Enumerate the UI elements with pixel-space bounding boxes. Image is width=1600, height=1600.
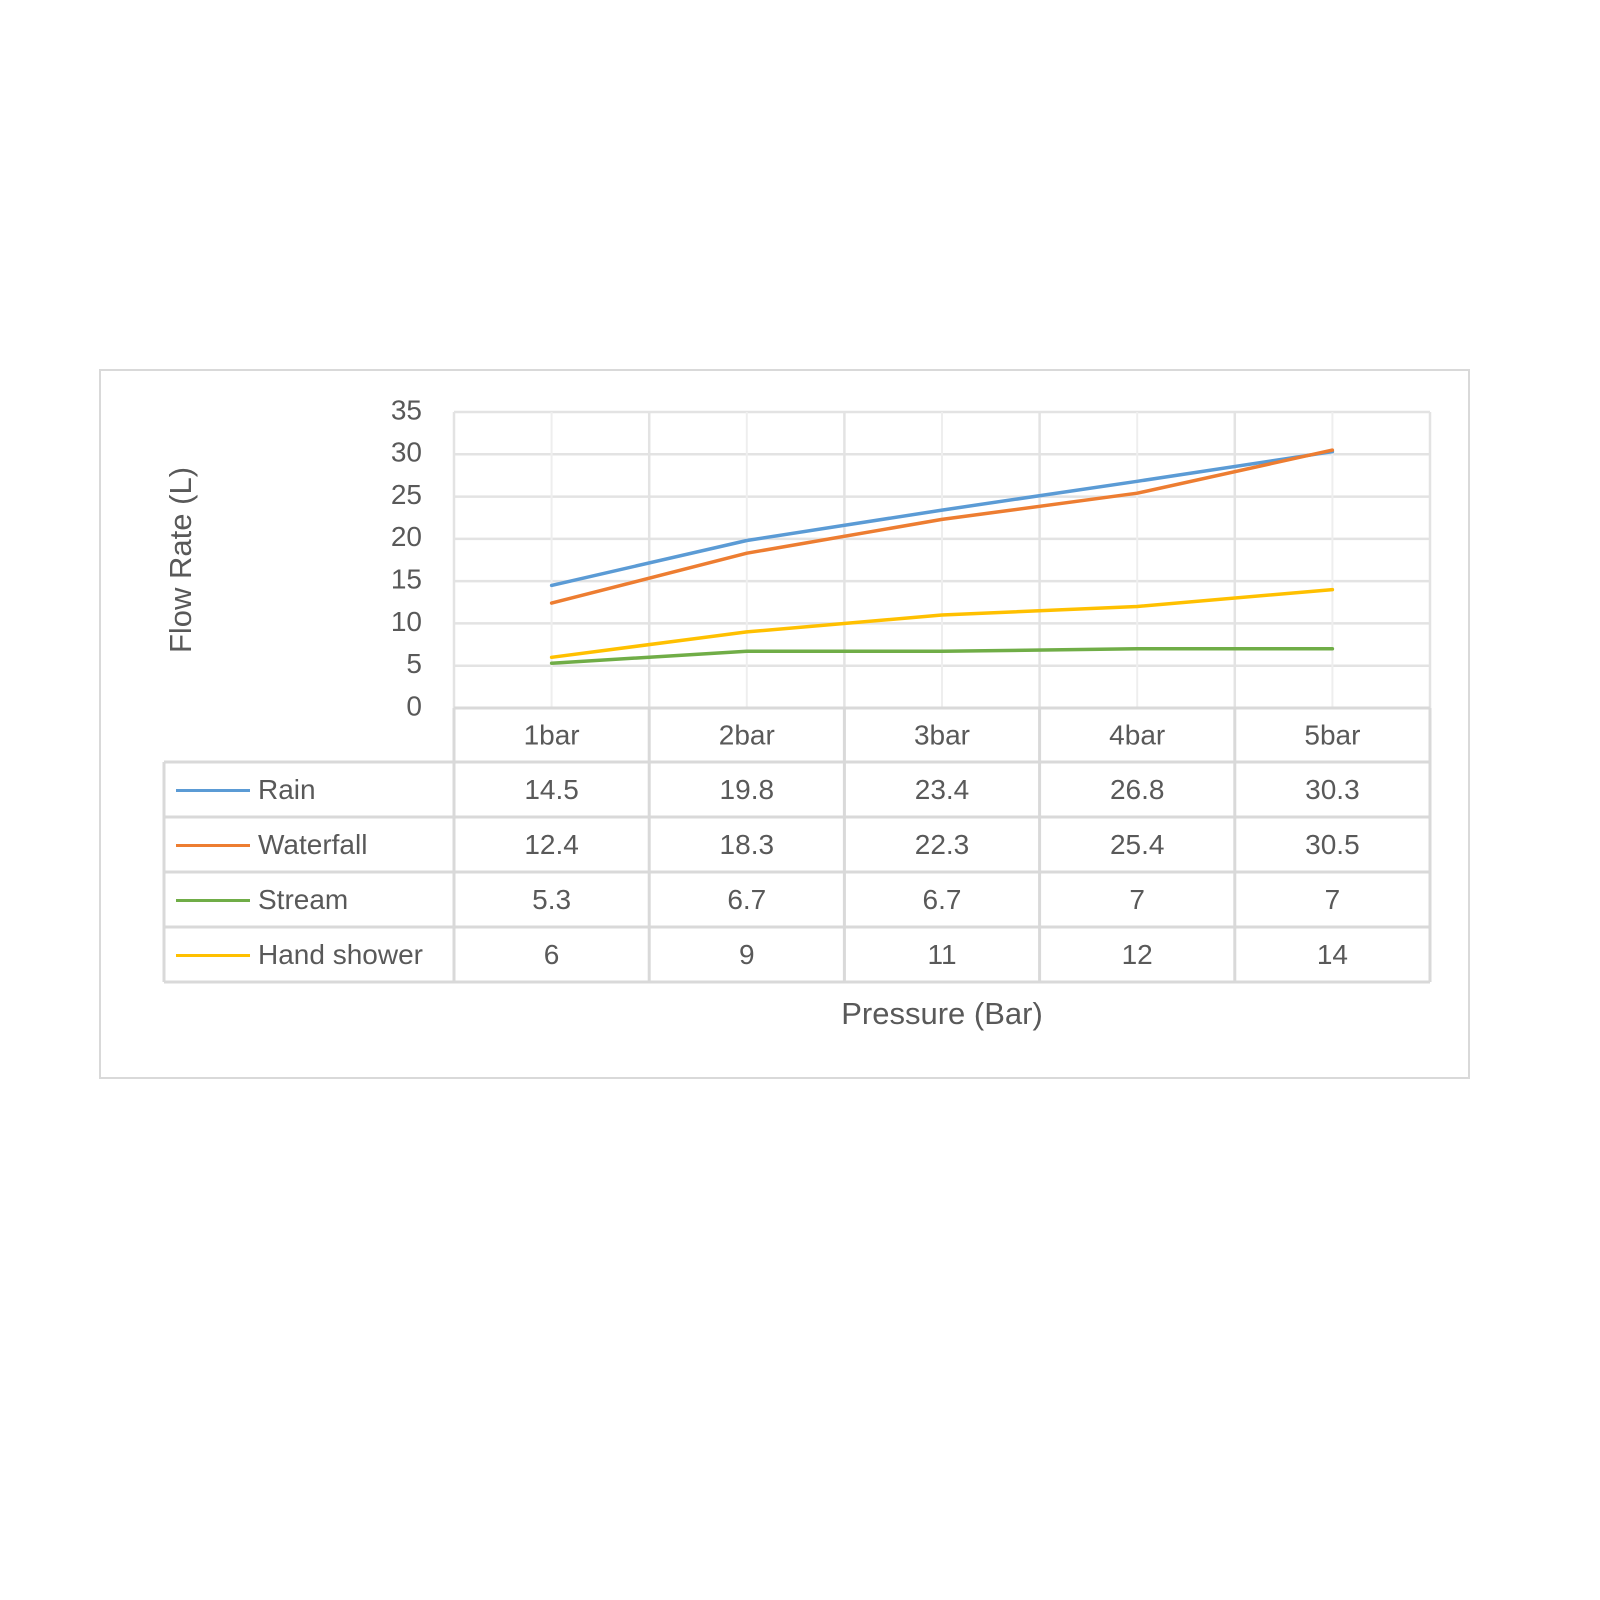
data-label: 7 (1129, 884, 1145, 915)
y-tick-label: 30 (391, 437, 422, 468)
y-tick-label: 35 (391, 394, 422, 425)
series-name-label: Rain (258, 774, 316, 805)
y-tick-label: 15 (391, 564, 422, 595)
y-tick-label: 0 (406, 690, 422, 721)
y-tick-label: 25 (391, 479, 422, 510)
data-label: 9 (739, 939, 755, 970)
series-line (549, 448, 1335, 605)
data-label: 6.7 (923, 884, 962, 915)
x-tick-label: 2bar (719, 719, 775, 750)
series-layer (549, 448, 1335, 665)
data-label: 6.7 (727, 884, 766, 915)
data-label: 30.3 (1305, 774, 1360, 805)
series-line (549, 647, 1335, 665)
data-label: 14.5 (524, 774, 579, 805)
series-name-label: Stream (258, 884, 348, 915)
data-label: 22.3 (915, 829, 970, 860)
y-tick-label: 5 (406, 648, 422, 679)
data-label: 18.3 (720, 829, 775, 860)
y-tick-label: 10 (391, 606, 422, 637)
data-label: 7 (1325, 884, 1341, 915)
data-label: 5.3 (532, 884, 571, 915)
series-line (549, 449, 1335, 588)
data-label: 12.4 (524, 829, 579, 860)
data-label: 6 (544, 939, 560, 970)
data-label: 26.8 (1110, 774, 1165, 805)
chart-frame (99, 369, 1470, 1079)
data-table (162, 706, 1432, 984)
data-label: 14 (1317, 939, 1348, 970)
label-layer: 0 5 10 15 20 25 30 35 1bar 2bar 3bar 4bar 5bar Rain 14… (258, 394, 1360, 970)
data-label: 12 (1122, 939, 1153, 970)
series-name-label: Hand shower (258, 939, 423, 970)
data-label: 25.4 (1110, 829, 1165, 860)
x-tick-label: 5bar (1304, 719, 1360, 750)
y-tick-label: 20 (391, 521, 422, 552)
series-line (549, 587, 1335, 660)
series-name-label: Waterfall (258, 829, 367, 860)
y-axis-title: Flow Rate (L) (163, 467, 198, 653)
data-label: 23.4 (915, 774, 970, 805)
x-axis-title: Pressure (Bar) (841, 996, 1043, 1031)
grid-layer (452, 410, 1432, 708)
data-label: 30.5 (1305, 829, 1360, 860)
x-tick-label: 3bar (914, 719, 970, 750)
x-tick-label: 4bar (1109, 719, 1165, 750)
data-label: 19.8 (720, 774, 775, 805)
x-tick-label: 1bar (524, 719, 580, 750)
data-label: 11 (927, 939, 956, 970)
